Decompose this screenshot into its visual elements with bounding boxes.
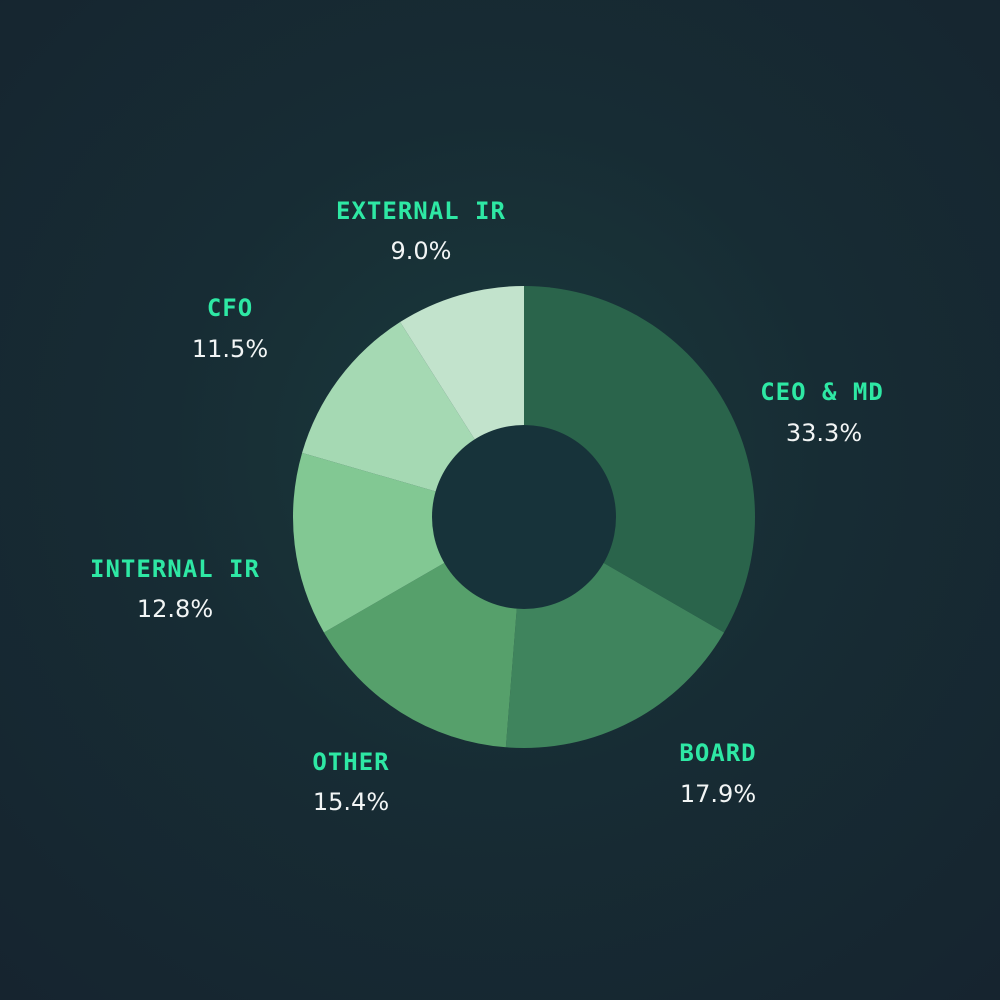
slice-labels: CEO & MD 33.3% BOARD 17.9% OTHER 15.4% I… xyxy=(90,197,884,816)
slice-value-internal-ir: 12.8% xyxy=(137,595,213,623)
slice-value-ceo-md: 33.3% xyxy=(786,419,862,447)
donut-center-hole xyxy=(432,425,616,609)
slice-label-board: BOARD xyxy=(679,739,756,767)
slice-label-cfo: CFO xyxy=(207,294,253,322)
slice-label-internal-ir: INTERNAL IR xyxy=(90,555,260,583)
slice-value-other: 15.4% xyxy=(313,788,389,816)
slice-value-board: 17.9% xyxy=(680,780,756,808)
slice-internal-ir xyxy=(292,452,524,633)
slice-label-other: OTHER xyxy=(312,748,389,776)
slice-label-ceo-md: CEO & MD xyxy=(760,378,884,406)
slice-value-cfo: 11.5% xyxy=(192,335,268,363)
slice-value-external-ir: 9.0% xyxy=(391,237,452,265)
slice-label-external-ir: EXTERNAL IR xyxy=(336,197,506,225)
